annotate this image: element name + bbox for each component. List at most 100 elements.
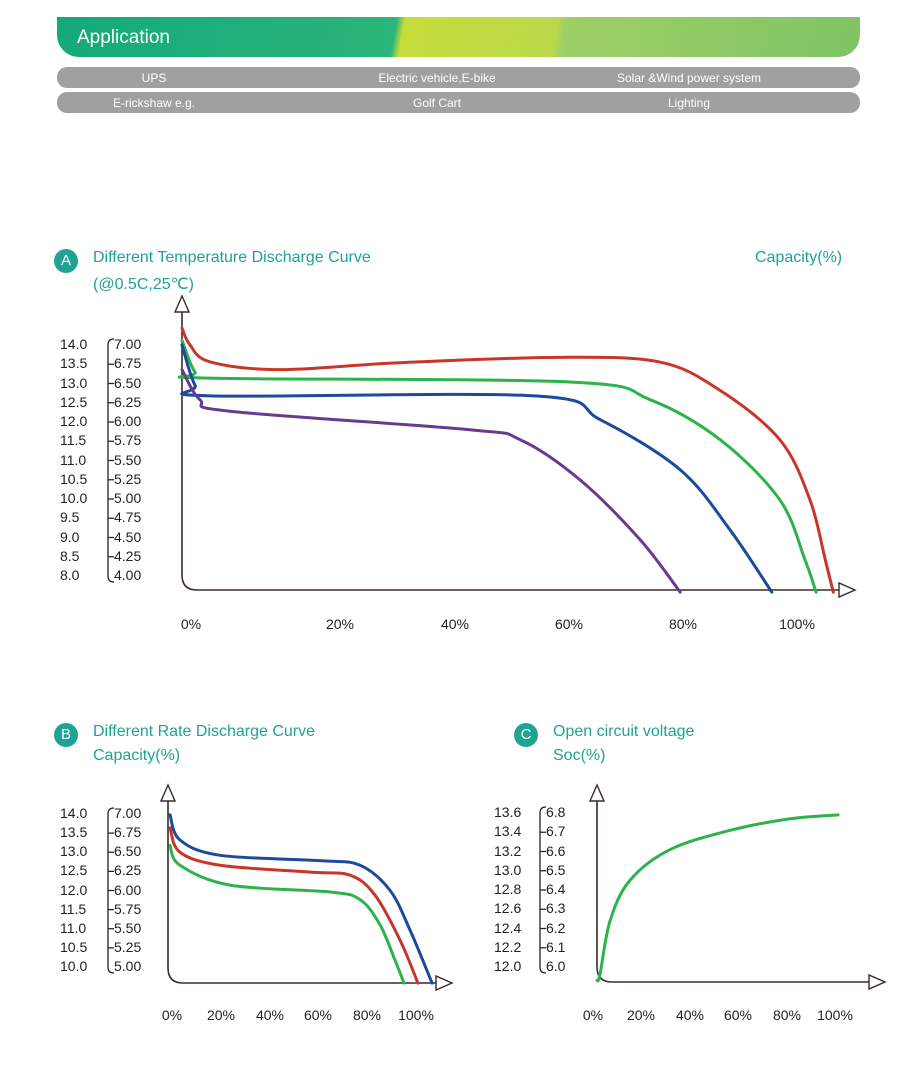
y-tick-label-left: 13.5 (60, 824, 88, 841)
application-item: UPS (141, 71, 167, 85)
y-tick-label-right: 6.50 (114, 374, 142, 391)
y-tick-label-right: 6.3 (546, 900, 566, 917)
application-item: E-rickshaw e.g. (112, 96, 196, 110)
y-tick-label-right: 6.2 (546, 919, 566, 936)
x-tick-label: 60% (303, 1007, 333, 1023)
y-tick-label-left: 12.0 (60, 413, 88, 429)
x-tick-label: 40% (255, 1007, 285, 1023)
y-tick-label-right: 5.25 (114, 938, 142, 955)
y-tick-label-right: 6.7 (546, 823, 566, 840)
y-tick-label-left: 11.5 (60, 900, 87, 917)
y-tick-label-left: 13.6 (494, 804, 522, 820)
y-tick-label-left: 11.5 (60, 432, 87, 449)
chart-c-series-green (595, 813, 840, 983)
chart-a-series-green (177, 338, 818, 594)
chart-b-x-arrow (435, 974, 454, 992)
y-tick-label-left: 8.0 (60, 567, 80, 583)
y-tick-label-right: 6.75 (114, 824, 142, 841)
y-tick-label-left: 10.5 (60, 938, 88, 955)
chart-a-series-red (180, 326, 835, 594)
application-item: Lighting (667, 96, 711, 110)
x-tick-label: 0% (161, 1007, 183, 1023)
y-tick-label-right: 6.00 (114, 881, 142, 898)
chart-b-title: Different Rate Discharge Curve (93, 723, 316, 740)
y-tick-label-left: 13.4 (494, 823, 522, 840)
chart-c-subtitle: Soc(%) (553, 747, 606, 764)
y-tick-label-right: 5.75 (114, 432, 142, 449)
y-tick-label-left: 11.0 (60, 919, 87, 936)
chart-b-series-green (168, 843, 406, 985)
y-tick-label-right: 4.75 (114, 509, 142, 526)
y-tick-label-left: 9.0 (60, 528, 80, 545)
chart-a-xlabel: Capacity(%) (755, 249, 843, 266)
chart-a-badge: A (54, 249, 78, 273)
y-tick-label-left: 13.0 (494, 861, 522, 878)
chart-b-series-red (168, 826, 420, 985)
y-tick-label-left: 11.0 (60, 451, 87, 468)
y-tick-label-right: 6.50 (114, 843, 142, 860)
y-tick-label-right: 6.25 (114, 862, 142, 879)
x-tick-label: 60% (723, 1007, 753, 1023)
application-item: Electric vehicle,E-bike (378, 71, 496, 85)
y-tick-label-right: 6.00 (114, 413, 142, 429)
application-item: Solar &Wind power system (616, 71, 762, 85)
y-tick-label-left: 12.2 (494, 938, 522, 955)
chart-a-subtitle: (@0.5C,25℃) (93, 276, 194, 293)
x-tick-label: 80% (352, 1007, 382, 1023)
x-tick-label: 40% (675, 1007, 705, 1023)
y-tick-label-right: 4.25 (114, 547, 142, 564)
chart-a-series-purple (180, 368, 682, 594)
y-tick-label-left: 12.5 (60, 393, 88, 410)
chart-b-subtitle: Capacity(%) (93, 747, 181, 764)
y-tick-label-left: 13.5 (60, 355, 88, 372)
y-tick-label-left: 12.4 (494, 919, 522, 936)
y-tick-label-left: 13.2 (494, 842, 522, 859)
application-row: E-rickshaw e.g. Golf Cart Lighting (57, 92, 860, 113)
chart-b-axes (167, 801, 438, 984)
chart-a-y-arrow (173, 294, 191, 313)
y-tick-label-right: 5.00 (114, 490, 142, 506)
y-tick-label-right: 5.50 (114, 451, 142, 468)
x-tick-label: 100% (817, 1007, 853, 1023)
chart-b-badge: B (54, 723, 78, 747)
x-tick-label: 0% (582, 1007, 604, 1023)
y-tick-label-left: 8.5 (60, 547, 80, 564)
application-row: UPS Electric vehicle,E-bike Solar &Wind … (57, 67, 860, 88)
x-tick-label: 100% (398, 1007, 434, 1023)
chart-b-y-arrow (159, 783, 177, 802)
y-tick-label-right: 5.25 (114, 470, 142, 487)
y-tick-label-right: 5.50 (114, 919, 142, 936)
chart-a-title: Different Temperature Discharge Curve (93, 249, 371, 266)
banner-title: Application (77, 27, 170, 48)
y-tick-label-left: 12.8 (494, 881, 522, 897)
y-tick-label-left: 13.0 (60, 374, 88, 391)
chart-a-y-brace (107, 338, 115, 583)
application-item: Golf Cart (412, 96, 462, 110)
y-tick-label-right: 6.75 (114, 355, 142, 372)
y-tick-label-right: 6.25 (114, 393, 142, 410)
chart-b-y-brace (107, 807, 115, 974)
x-tick-label: 40% (440, 616, 470, 632)
y-tick-label-right: 6.1 (546, 938, 566, 955)
y-tick-label-right: 6.6 (546, 842, 566, 859)
chart-c-y-brace (539, 806, 547, 974)
y-tick-label-left: 12.6 (494, 900, 522, 917)
x-tick-label: 0% (180, 616, 202, 632)
y-tick-label-left: 14.0 (60, 805, 88, 821)
y-tick-label-left: 10.0 (60, 958, 88, 974)
y-tick-label-left: 12.5 (60, 862, 88, 879)
x-tick-label: 100% (779, 616, 815, 632)
y-tick-label-left: 13.0 (60, 843, 88, 860)
x-tick-label: 20% (325, 616, 355, 632)
y-tick-label-right: 6.0 (546, 958, 566, 974)
y-tick-label-left: 12.0 (494, 958, 522, 974)
y-tick-label-left: 12.0 (60, 881, 88, 898)
chart-c-axes (596, 801, 871, 983)
x-tick-label: 20% (626, 1007, 656, 1023)
y-tick-label-right: 6.8 (546, 804, 566, 820)
y-tick-label-left: 14.0 (60, 336, 88, 352)
x-tick-label: 60% (554, 616, 584, 632)
y-tick-label-right: 7.00 (114, 336, 142, 352)
x-tick-label: 80% (668, 616, 698, 632)
y-tick-label-right: 4.50 (114, 528, 142, 545)
